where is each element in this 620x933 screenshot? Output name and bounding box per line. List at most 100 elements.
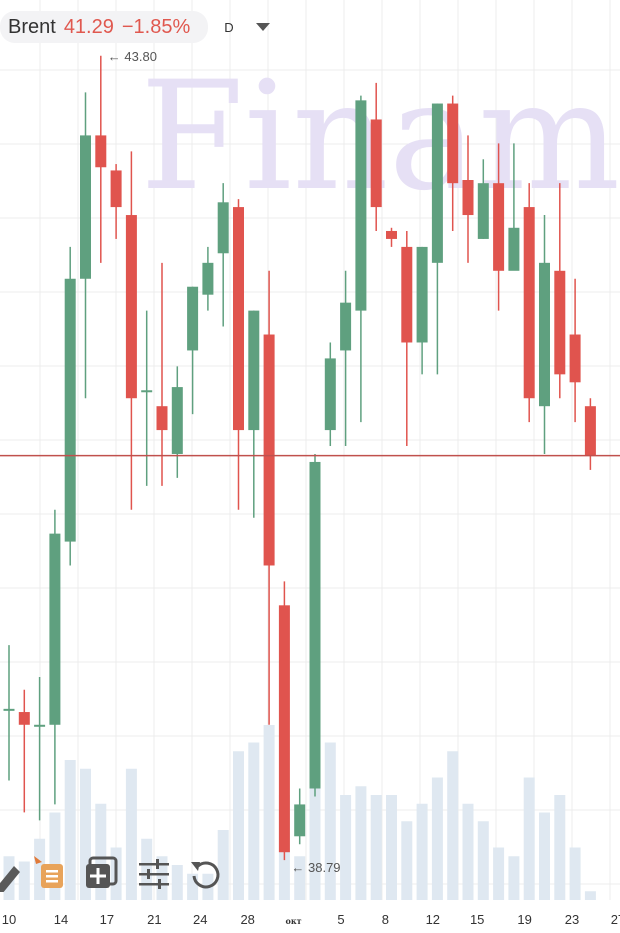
volume-bar [156, 856, 168, 900]
volume-bar [508, 856, 520, 900]
candle-body [156, 406, 168, 431]
candle-body [248, 310, 260, 431]
candle-body [18, 712, 30, 725]
drawing-toolbar [0, 852, 236, 896]
candle-body [554, 270, 566, 375]
low-annotation: ← 38.79 [291, 860, 340, 875]
candle-body [171, 387, 183, 454]
volume-bar [477, 821, 489, 900]
candle-body [263, 334, 275, 566]
x-tick-label: 28 [240, 912, 254, 927]
symbol-header: Brent 41.29 −1.85% D [0, 11, 270, 43]
candle-body [125, 215, 137, 399]
candle-body [355, 100, 367, 311]
candle-body [523, 207, 535, 399]
volume-bar [34, 838, 46, 900]
add-square-icon [86, 856, 118, 888]
volume-bar [462, 803, 474, 900]
settings-button[interactable] [132, 852, 176, 896]
x-tick-label: окт [286, 916, 302, 926]
volume-bar [569, 847, 581, 900]
candle-body [294, 804, 306, 837]
x-tick-label: 19 [517, 912, 531, 927]
candle-body [477, 183, 489, 239]
candle-body [233, 207, 244, 431]
high-annotation: ← 43.80 [108, 49, 157, 64]
pencil-tool-button[interactable] [0, 852, 20, 896]
period-selector[interactable]: D [224, 19, 234, 35]
x-tick-label: 8 [382, 912, 389, 927]
volume-bar [263, 725, 275, 900]
volume-bar [416, 803, 428, 900]
x-axis: 10 14 17 21 24 28 окт 5 8 12 15 19 23 27 [2, 912, 620, 927]
x-tick-label: 24 [193, 912, 207, 927]
candle-body [569, 334, 581, 383]
volume-bar [386, 795, 397, 900]
symbol-name: Brent [8, 16, 56, 38]
x-tick-label: 10 [2, 912, 16, 927]
candle-body [508, 227, 520, 271]
volume-bar [584, 891, 596, 900]
candle-body [278, 605, 290, 853]
chevron-down-icon[interactable] [255, 23, 270, 31]
pencil-icon [0, 866, 20, 892]
volume-bar [217, 830, 229, 900]
volume-bar [187, 873, 199, 900]
candle-body [95, 135, 107, 168]
volume-bar [355, 786, 367, 900]
symbol-pill[interactable]: Brent 41.29 −1.85% [0, 11, 209, 43]
candle-body [202, 262, 214, 295]
candle-body [386, 230, 397, 239]
volume-bar [49, 812, 61, 900]
x-tick-label: 5 [337, 912, 344, 927]
candle-body [447, 103, 459, 184]
volume-bar [554, 795, 566, 900]
candle-body [187, 286, 199, 351]
note-icon [34, 856, 63, 888]
volume-bar [431, 777, 443, 900]
notes-button[interactable] [28, 852, 72, 896]
candles [3, 55, 596, 861]
volume-bar [340, 795, 352, 900]
volume-bar [324, 742, 336, 900]
add-indicator-button[interactable] [80, 852, 124, 896]
candle-body [110, 170, 122, 208]
x-tick-label: 17 [100, 912, 114, 927]
candle-body [141, 390, 153, 393]
volume-bar [539, 812, 550, 900]
candle-body [431, 103, 443, 263]
x-tick-label: 21 [147, 912, 161, 927]
volume-bar [64, 760, 76, 900]
volume-bar [95, 803, 107, 900]
candle-body [64, 278, 76, 542]
volume-bar [447, 751, 459, 900]
candle-body [539, 262, 550, 407]
candle-body [309, 461, 321, 789]
candle-body [324, 358, 336, 431]
reset-button[interactable] [184, 852, 228, 896]
candle-body [217, 202, 229, 254]
x-tick-label: 14 [54, 912, 68, 927]
x-tick-label: 15 [470, 912, 484, 927]
volume-bar [248, 742, 260, 900]
candle-body [49, 533, 61, 725]
price-annotations: ← 43.80 ← 38.79 [108, 49, 341, 875]
volume-bar [233, 751, 244, 900]
refresh-icon [191, 861, 220, 889]
candle-body [370, 119, 382, 208]
x-tick-label: 12 [426, 912, 440, 927]
price-change: −1.85% [121, 16, 191, 38]
volume-bar [309, 751, 321, 900]
volume-bar [141, 838, 153, 900]
volume-bar [493, 847, 505, 900]
candle-body [462, 180, 474, 216]
volume-bar [523, 777, 535, 900]
volume-bar [80, 768, 91, 900]
candle-body [401, 246, 413, 343]
candle-body [340, 302, 352, 351]
volume-bar [370, 795, 382, 900]
candle-body [34, 724, 46, 727]
candle-body [80, 135, 91, 279]
volume-bar [18, 861, 30, 900]
